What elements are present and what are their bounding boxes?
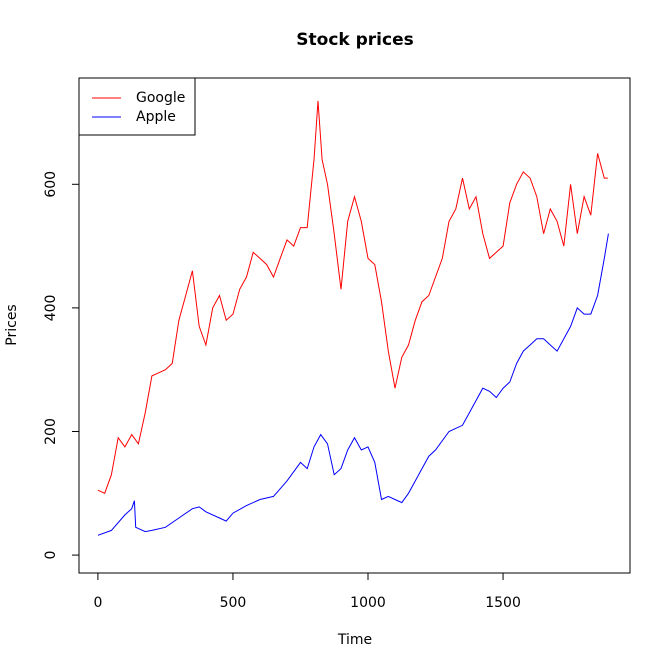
y-tick-label: 0 [43, 551, 59, 560]
line-series [97, 100, 608, 494]
y-tick-label: 600 [43, 171, 59, 198]
x-tick-label: 500 [220, 595, 247, 611]
y-tick-label: 400 [43, 295, 59, 322]
x-tick-label: 0 [93, 595, 102, 611]
x-tick-label: 1000 [350, 595, 386, 611]
chart-title: Stock prices [296, 30, 413, 50]
x-tick-label: 1500 [485, 595, 521, 611]
y-tick-label: 200 [43, 418, 59, 445]
line-series [97, 233, 609, 536]
y-axis-label: Prices [4, 304, 20, 345]
x-axis-label: Time [337, 632, 372, 648]
legend-label: Apple [136, 109, 176, 125]
legend-label: Google [136, 90, 185, 106]
plot-frame [78, 77, 631, 574]
legend-box [78, 77, 196, 136]
